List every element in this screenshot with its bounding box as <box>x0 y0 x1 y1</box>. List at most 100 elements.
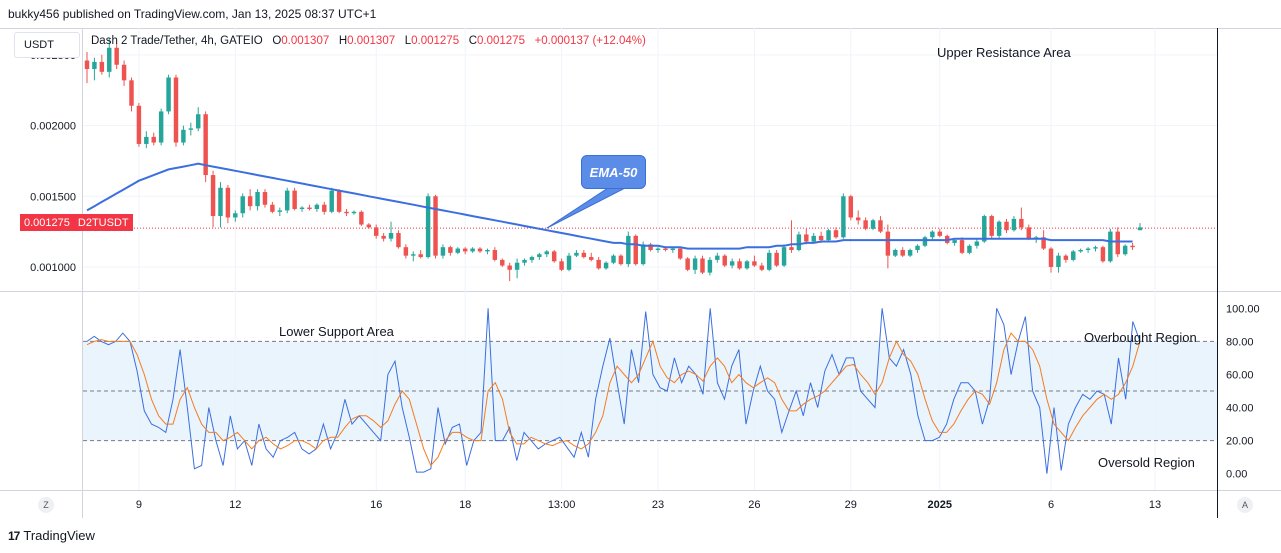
candle-body <box>529 257 535 260</box>
time-tick-label: 26 <box>748 499 760 511</box>
candle-body <box>411 254 416 256</box>
chart-frame <box>0 28 1281 518</box>
candle-body <box>440 247 446 256</box>
time-tick-label: 13 <box>1149 499 1161 511</box>
candle-body <box>626 235 631 265</box>
currency-label: USDT <box>24 39 54 51</box>
candle-body <box>648 244 653 250</box>
candle-body <box>1048 248 1054 267</box>
candle-body <box>811 235 816 242</box>
candle-body <box>767 252 772 270</box>
candle-body <box>611 255 616 263</box>
candle-body <box>989 216 994 236</box>
candle-body <box>203 114 208 176</box>
candle-body <box>618 255 624 265</box>
candle-body <box>692 258 698 270</box>
candle-body <box>1004 221 1009 231</box>
candle-body <box>322 204 327 212</box>
time-tick-label: 6 <box>1048 499 1054 511</box>
candle-body <box>485 249 490 252</box>
footer: 17 TradingView <box>0 518 1281 553</box>
time-tick-label: 18 <box>459 499 471 511</box>
overbought-label: Overbought Region <box>1084 330 1197 345</box>
candle-body <box>225 187 231 218</box>
axes: 0.0025000.0020000.0015000.00100091216181… <box>30 50 1260 511</box>
candle-body <box>878 220 883 232</box>
currency-selector[interactable]: USDT <box>14 32 80 58</box>
auto-scale-button[interactable]: A <box>1237 497 1253 513</box>
candle-body <box>1056 255 1061 267</box>
oversold-label: Oversold Region <box>1098 455 1195 470</box>
time-tick-label: 29 <box>845 499 857 511</box>
candle-body <box>640 244 646 265</box>
candle-body <box>1063 255 1069 260</box>
candle-body <box>900 249 905 256</box>
candle-body <box>959 240 965 253</box>
price-tick-label: 0.002000 <box>30 121 76 133</box>
candle-body <box>314 204 320 209</box>
high-value: 0.001307 <box>347 35 396 47</box>
candle-body <box>255 192 260 207</box>
candle-body <box>863 220 868 229</box>
tradingview-logo[interactable]: 17 TradingView <box>8 528 95 543</box>
candle-body <box>826 230 831 241</box>
candle-body <box>92 61 97 70</box>
stoch-d-line <box>86 332 1141 467</box>
candle-body <box>129 80 134 106</box>
candle-body <box>907 249 913 256</box>
candle-body <box>551 251 557 262</box>
candle-body <box>848 196 854 218</box>
candle-body <box>344 211 349 214</box>
candle-body <box>1011 218 1017 231</box>
zoom-button[interactable]: Z <box>38 497 54 513</box>
candle-body <box>188 128 194 130</box>
time-tick-label: 9 <box>136 499 142 511</box>
candle-body <box>121 64 127 81</box>
candle-body <box>329 190 334 212</box>
candle-body <box>581 252 587 258</box>
stoch-tick-label: 20.00 <box>1226 436 1254 448</box>
ema-callout: EMA-50 <box>581 155 646 189</box>
grid-lines <box>0 28 1281 518</box>
candle-body <box>759 265 765 270</box>
publish-header: bukky456 published on TradingView.com, J… <box>0 0 1281 28</box>
candle-body <box>270 204 275 212</box>
candle-body <box>1115 231 1120 255</box>
candle-body <box>804 234 809 242</box>
close-label: C <box>468 35 477 47</box>
candle-body <box>915 245 920 250</box>
candle-body <box>158 111 164 143</box>
candle-body <box>403 247 409 256</box>
candle-body <box>670 248 676 250</box>
candle-body <box>425 196 431 258</box>
publish-info: bukky456 published on TradingView.com, J… <box>8 7 377 21</box>
candle-body <box>870 220 876 229</box>
candle-body <box>722 255 727 266</box>
candle-body <box>833 230 839 238</box>
candle-body <box>247 196 253 207</box>
candle-body <box>351 211 357 214</box>
candle-body <box>107 47 112 72</box>
candle-body <box>841 196 846 238</box>
candle-body <box>655 248 661 250</box>
high-label: H <box>338 35 348 47</box>
open-value: 0.001307 <box>281 35 330 47</box>
candle-body <box>359 211 364 225</box>
price-tick-label: 0.001000 <box>30 262 76 274</box>
candle-body <box>381 235 386 239</box>
candle-body <box>1130 245 1135 248</box>
candle-body <box>1078 249 1083 252</box>
stoch-k-line <box>86 308 1141 474</box>
candle-body <box>678 248 683 259</box>
candle-body <box>566 255 572 270</box>
candle-body <box>952 240 957 243</box>
candle-body <box>522 259 527 263</box>
candle-body <box>151 136 156 143</box>
stoch-tick-label: 0.00 <box>1226 469 1247 481</box>
candle-body <box>744 261 750 269</box>
stoch-tick-label: 40.00 <box>1226 403 1254 415</box>
symbol-title: Dash 2 Trade/Tether, 4h, GATEIO <box>91 35 263 47</box>
candle-body <box>366 224 372 228</box>
candle-body <box>1122 245 1128 255</box>
